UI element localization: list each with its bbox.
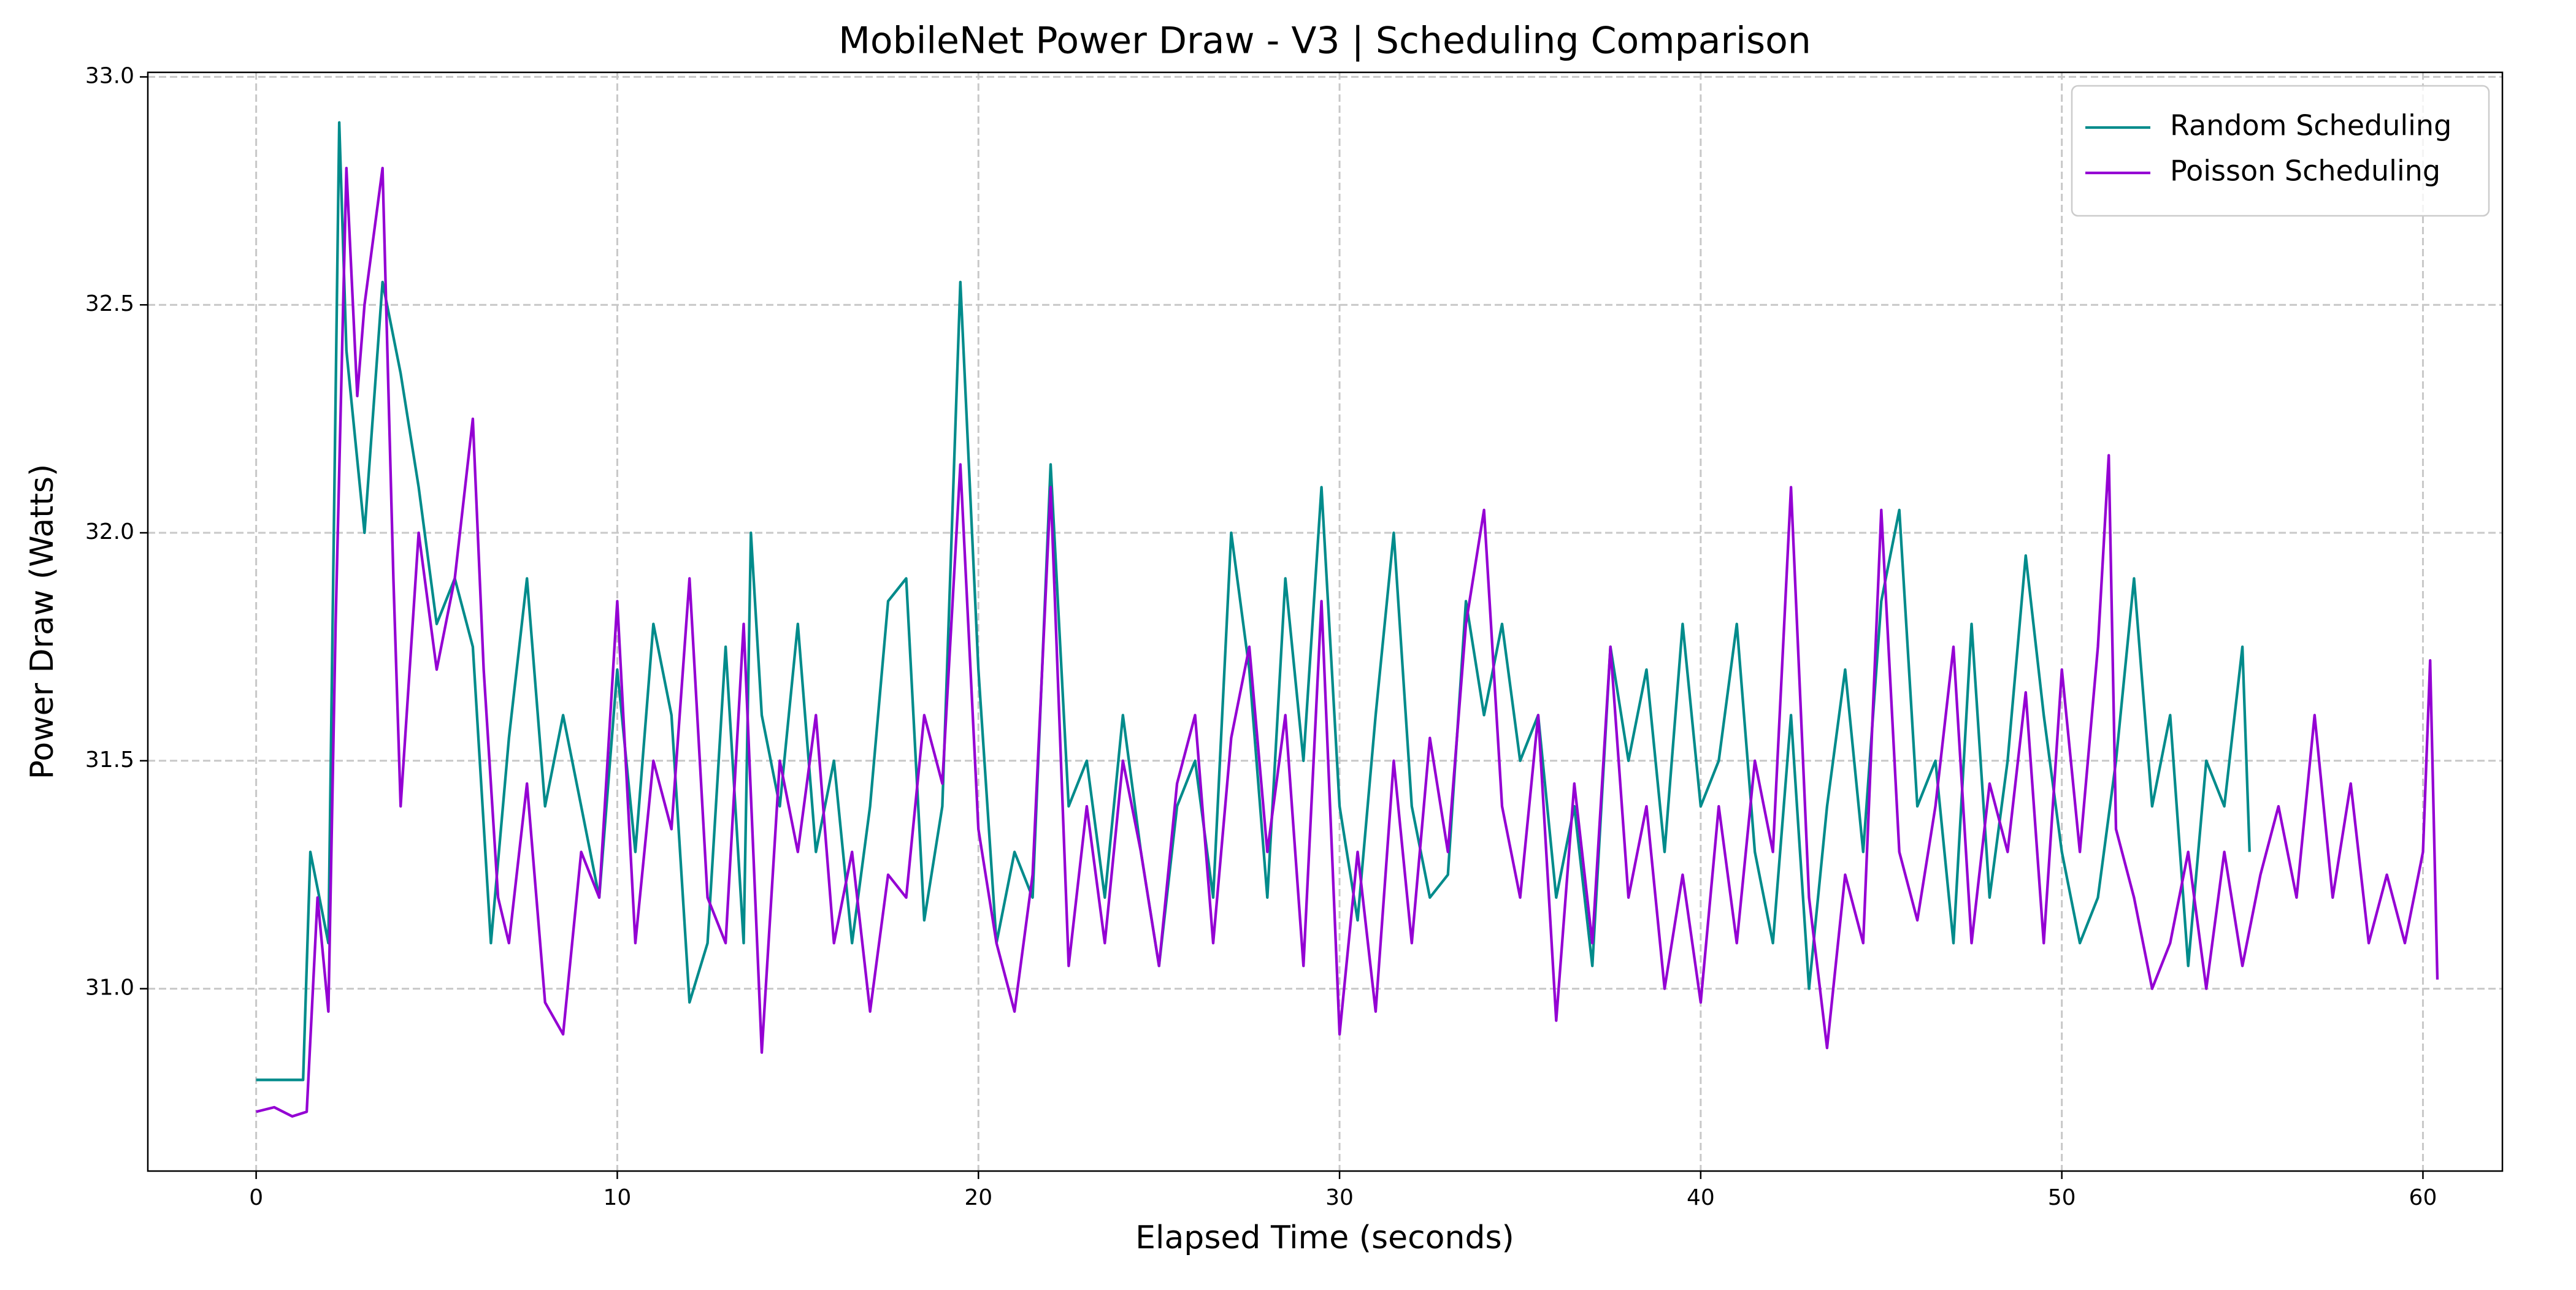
x-tick-label: 0 — [249, 1185, 263, 1210]
x-tick-label: 50 — [2048, 1185, 2076, 1210]
y-tick-label: 31.5 — [85, 747, 134, 773]
x-tick-label: 30 — [1325, 1185, 1354, 1210]
legend: Random Scheduling Poisson Scheduling — [2071, 85, 2490, 217]
y-tick-label: 33.0 — [85, 63, 134, 88]
x-axis-label: Elapsed Time (seconds) — [1135, 1219, 1514, 1256]
legend-label: Poisson Scheduling — [2170, 155, 2440, 188]
y-tick-label: 31.0 — [85, 975, 134, 1001]
x-tick-label: 10 — [604, 1185, 632, 1210]
legend-label: Random Scheduling — [2170, 109, 2451, 142]
legend-box — [2071, 85, 2490, 217]
chart-title: MobileNet Power Draw - V3 | Scheduling C… — [838, 20, 1811, 63]
plot-frame — [147, 71, 2504, 1172]
y-axis-label: Power Draw (Watts) — [24, 464, 61, 780]
x-tick-label: 60 — [2409, 1185, 2437, 1210]
x-tick-label: 40 — [1687, 1185, 1715, 1210]
data-line — [256, 121, 2251, 1082]
y-tick-label: 32.5 — [85, 291, 134, 316]
y-tick-label: 32.0 — [85, 519, 134, 544]
data-line — [256, 166, 2439, 1118]
x-tick-label: 20 — [964, 1185, 992, 1210]
